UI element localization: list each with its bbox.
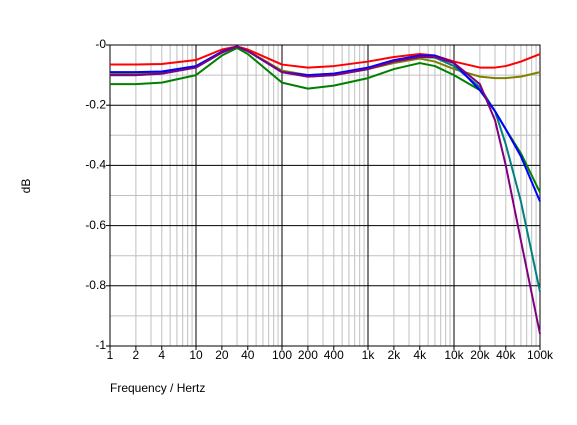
y-axis-label: dB: [19, 179, 33, 194]
x-tick-label: 10: [189, 348, 203, 362]
y-tick-label: -0.2: [85, 97, 106, 111]
y-tick-label: -0: [95, 37, 106, 51]
x-tick-label: 4k: [413, 348, 427, 362]
x-tick-label: 20: [215, 348, 229, 362]
x-axis-label: Frequency / Hertz: [110, 381, 205, 395]
y-tick-label: -0.4: [85, 158, 106, 172]
y-tick-label: -1: [95, 338, 106, 352]
x-tick-label: 20k: [470, 348, 490, 362]
x-tick-label: 2: [133, 348, 140, 362]
plot-frame: [109, 44, 541, 347]
x-tick-label: 1: [107, 348, 114, 362]
x-tick-label: 1k: [362, 348, 376, 362]
series-line: [110, 45, 541, 202]
y-tick-label: -0.6: [85, 218, 106, 232]
x-tick-label: 100k: [527, 348, 554, 362]
series-line: [110, 45, 541, 69]
x-tick-label: 10k: [444, 348, 464, 362]
x-tick-label: 2k: [388, 348, 402, 362]
x-tick-label: 200: [298, 348, 318, 362]
x-tick-label: 400: [324, 348, 344, 362]
x-tick-label: 100: [272, 348, 292, 362]
y-tick-label: -0.8: [85, 278, 106, 292]
x-tick-label: 4: [158, 348, 165, 362]
series-line: [110, 45, 541, 335]
x-tick-label: 40: [241, 348, 255, 362]
x-tick-label: 40k: [496, 348, 516, 362]
